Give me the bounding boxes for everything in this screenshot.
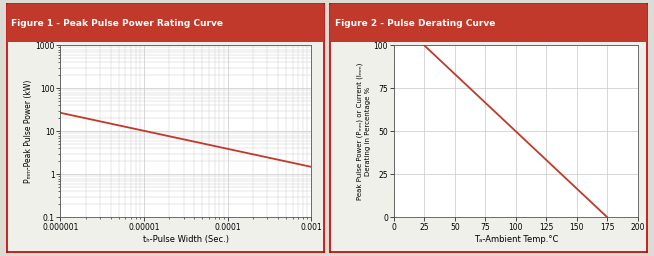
Text: Figure 1 - Peak Pulse Power Rating Curve: Figure 1 - Peak Pulse Power Rating Curve bbox=[11, 19, 223, 28]
Y-axis label: Pₘₘ-Peak Pulse Power (kW): Pₘₘ-Peak Pulse Power (kW) bbox=[24, 80, 33, 183]
Text: Figure 2 - Pulse Derating Curve: Figure 2 - Pulse Derating Curve bbox=[335, 19, 495, 28]
X-axis label: tₕ-Pulse Width (Sec.): tₕ-Pulse Width (Sec.) bbox=[143, 235, 229, 244]
Y-axis label: Peak Pulse Power (Pₘₘ) or Current (Iₘₘ)
Derating in Percentage %: Peak Pulse Power (Pₘₘ) or Current (Iₘₘ) … bbox=[357, 63, 371, 200]
X-axis label: Tₐ-Ambient Temp.°C: Tₐ-Ambient Temp.°C bbox=[473, 235, 558, 244]
